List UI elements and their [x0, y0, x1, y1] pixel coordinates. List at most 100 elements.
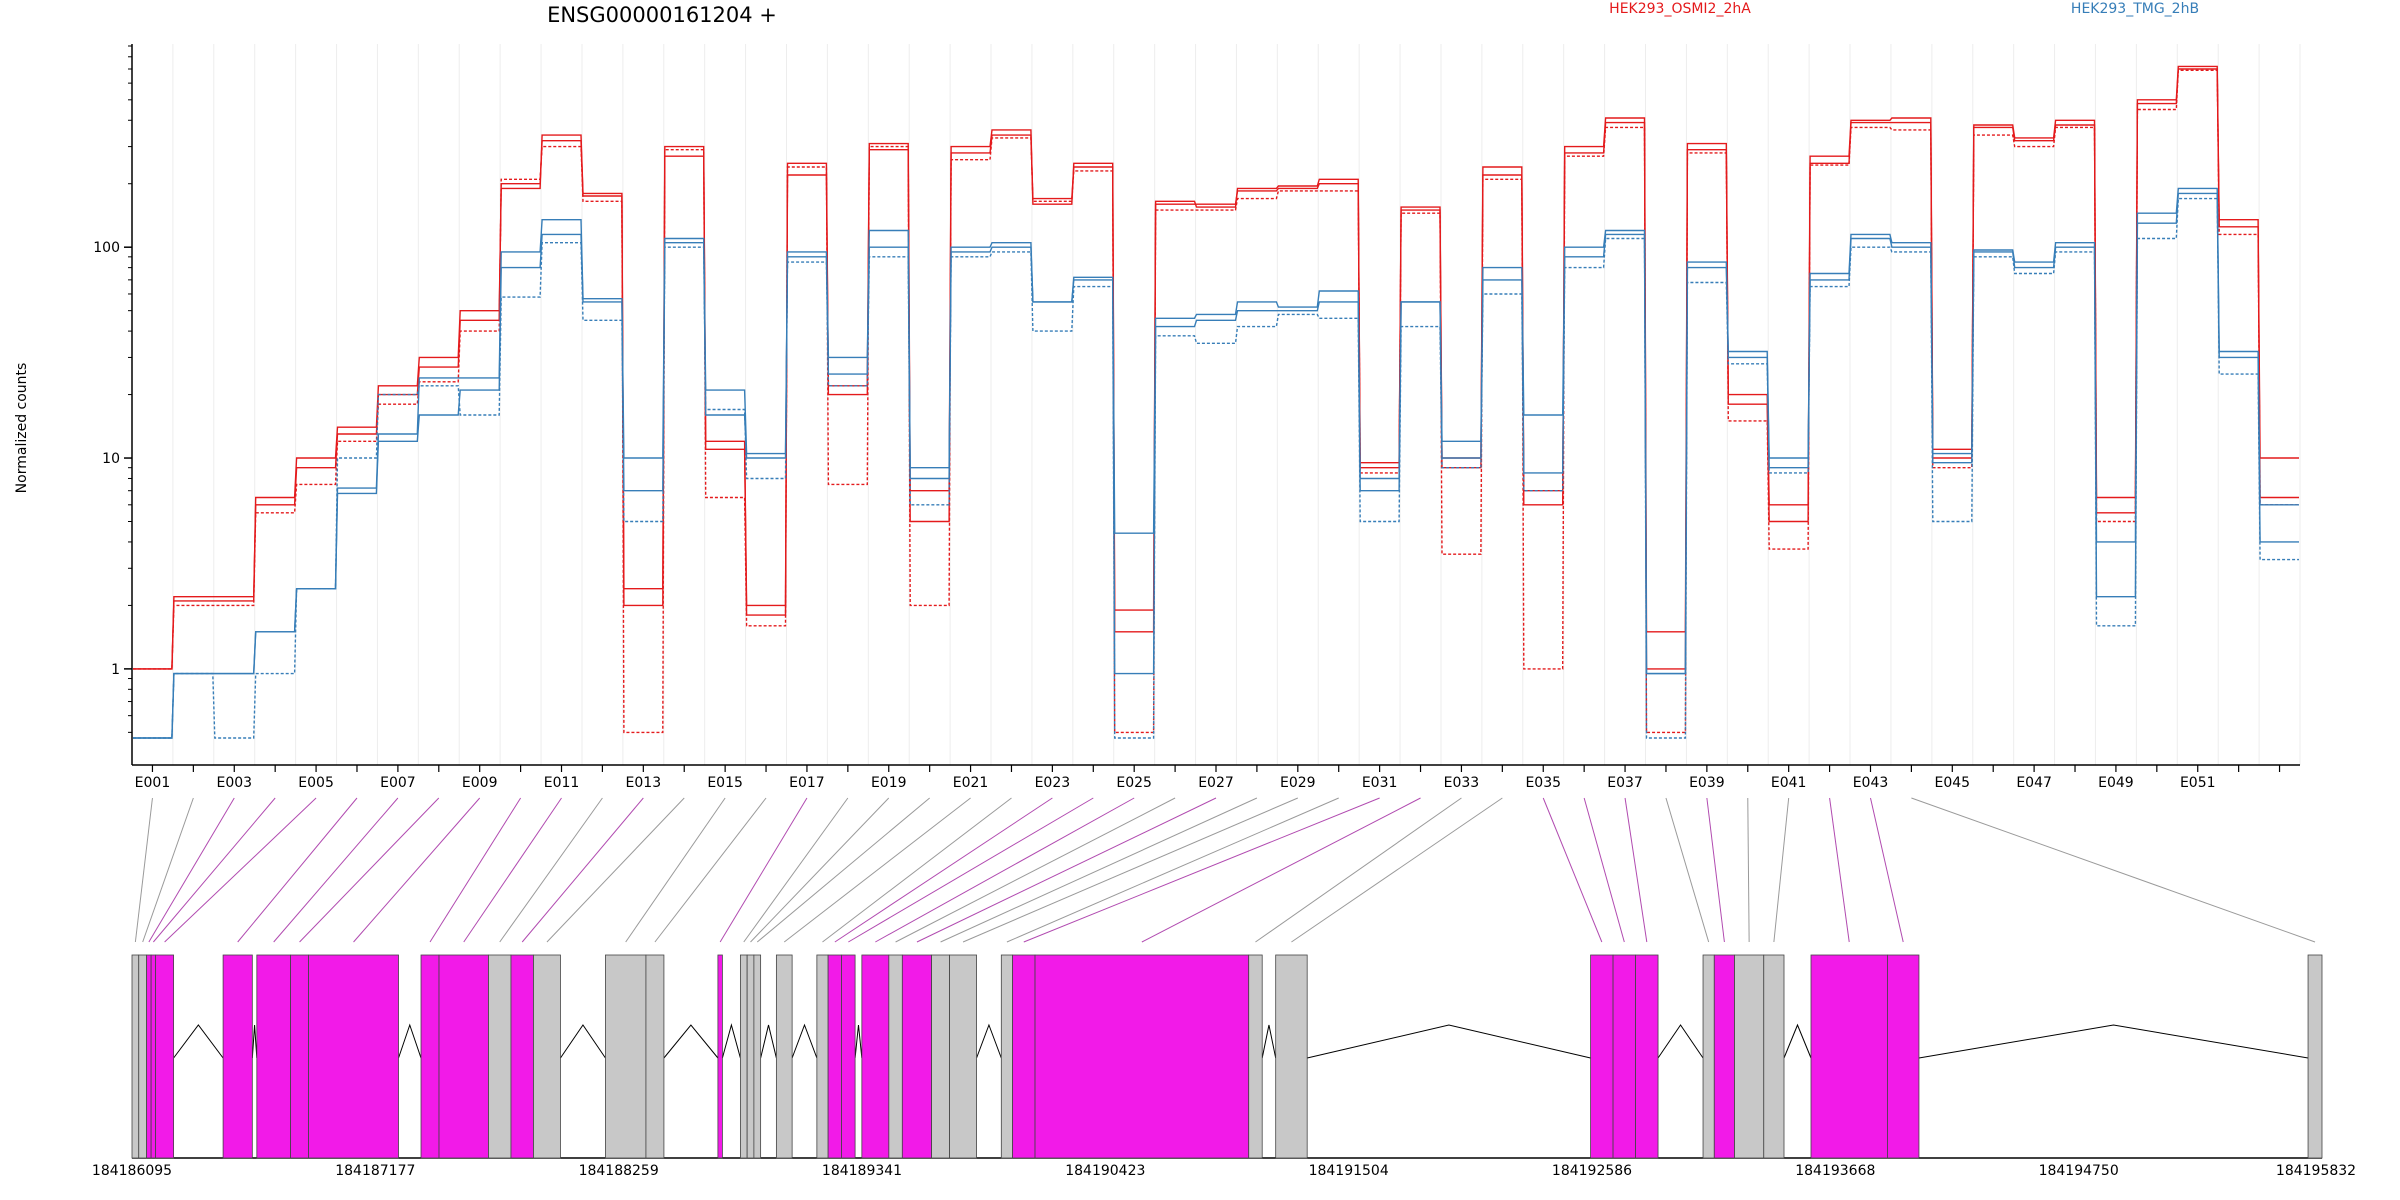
coordinate-label: 184186095 [92, 1163, 172, 1179]
exon-block [1763, 954, 1785, 1159]
exon-block [1000, 954, 1013, 1159]
y-tick-label: 100 [93, 240, 120, 256]
exon-connector [1583, 797, 1625, 943]
intron-line [791, 1023, 818, 1059]
exon-block [1734, 954, 1765, 1159]
intron-line [560, 1024, 606, 1059]
exon-block-significant [841, 954, 856, 1159]
exon-connector [1291, 797, 1503, 943]
exon-label: E013 [626, 775, 662, 791]
intron-line [1783, 1023, 1812, 1059]
exon-block [2307, 954, 2323, 1159]
exon-block [1275, 954, 1308, 1159]
exon-block-significant [827, 954, 843, 1159]
exon-connector [237, 797, 358, 943]
exon-label: E017 [789, 775, 825, 791]
coordinate-label: 184192586 [1552, 1163, 1632, 1179]
series-lines [133, 65, 2299, 739]
exon-label: E011 [544, 775, 580, 791]
exon-block-significant [155, 954, 175, 1159]
chart-title: ENSG00000161204 + [547, 3, 777, 27]
exon-connector [134, 797, 153, 943]
exon-label: E043 [1853, 775, 1889, 791]
intron-line [854, 1024, 863, 1059]
exon-connector [1542, 797, 1603, 943]
exon-block-significant [1012, 954, 1036, 1159]
exon-label: E019 [871, 775, 907, 791]
exon-block [131, 954, 140, 1159]
exon-connector [783, 797, 971, 943]
y-tick-label: 10 [102, 451, 120, 467]
exon-block-significant [510, 954, 534, 1159]
exon-connector [1665, 797, 1710, 943]
coordinate-label: 184187177 [335, 1163, 415, 1179]
exon-label: E025 [1116, 775, 1152, 791]
exon-label: E049 [2098, 775, 2134, 791]
intron-line [1307, 1024, 1591, 1059]
exon-block-significant [308, 954, 399, 1159]
exon-connector [895, 797, 1176, 943]
exon-connector [521, 797, 644, 943]
genomic-coordinate-labels: 184186095 184187177 184188259 184189341 1841… [92, 1163, 2356, 1179]
intron-line [173, 1024, 224, 1059]
intron-line [760, 1024, 777, 1059]
exon-block-significant [222, 954, 253, 1159]
exon-block-significant [290, 954, 309, 1159]
gene-model [131, 954, 2323, 1159]
exon-connector [834, 797, 1053, 943]
exon-block-significant [1590, 954, 1614, 1159]
exon-connector [1773, 797, 1790, 943]
exon-block-significant [420, 954, 440, 1159]
exon-connector [148, 797, 235, 943]
exon-connector [1023, 797, 1380, 943]
coordinate-label: 184190423 [1065, 1163, 1145, 1179]
exon-label: E001 [135, 775, 171, 791]
exon-block-significant [256, 954, 291, 1159]
y-axis-label: Normalized counts [14, 363, 30, 494]
exon-connector [164, 797, 317, 943]
exon-block [753, 954, 762, 1159]
exon-connector-lines [134, 797, 2316, 943]
intron-line [1261, 1024, 1277, 1059]
exon-block [1248, 954, 1263, 1159]
intron-line [1657, 1024, 1704, 1059]
exon-block [138, 954, 148, 1159]
exon-connector [353, 797, 481, 943]
exon-label: E015 [707, 775, 743, 791]
exon-label: E003 [216, 775, 252, 791]
exon-connector [654, 797, 767, 943]
exon-block [888, 954, 903, 1159]
exon-block [533, 954, 561, 1159]
intron-line [251, 1024, 258, 1059]
legend-entry-tmg: HEK293_TMG_2hB [2071, 1, 2199, 17]
exon-label: E051 [2180, 775, 2216, 791]
coordinate-label: 184191504 [1309, 1163, 1389, 1179]
exon-block [931, 954, 950, 1159]
exon-connector [546, 797, 685, 943]
exon-block-significant [438, 954, 489, 1159]
exon-label: E031 [1362, 775, 1398, 791]
exon-connector [299, 797, 440, 943]
intron-line [976, 1023, 1002, 1059]
legend-entry-osmi2: HEK293_OSMI2_2hA [1609, 1, 1751, 17]
vertical-grid [131, 44, 2301, 765]
exon-connector [273, 797, 399, 943]
exon-block-significant [1887, 954, 1920, 1159]
exon-label: E041 [1771, 775, 1807, 791]
exon-block-significant [1713, 954, 1735, 1159]
exon-connector [152, 797, 276, 943]
exon-block [949, 954, 977, 1159]
exon-label: E009 [462, 775, 498, 791]
coordinate-label: 184193668 [1795, 1163, 1875, 1179]
axes [131, 44, 2300, 766]
exon-connector [463, 797, 562, 943]
exon-connector [625, 797, 726, 943]
exon-connector [719, 797, 808, 943]
exon-connector [743, 797, 849, 943]
exon-connector [1747, 797, 1750, 943]
exon-label: E021 [953, 775, 989, 791]
exon-block-significant [901, 954, 932, 1159]
exon-block [775, 954, 793, 1159]
exon-block [816, 954, 829, 1159]
